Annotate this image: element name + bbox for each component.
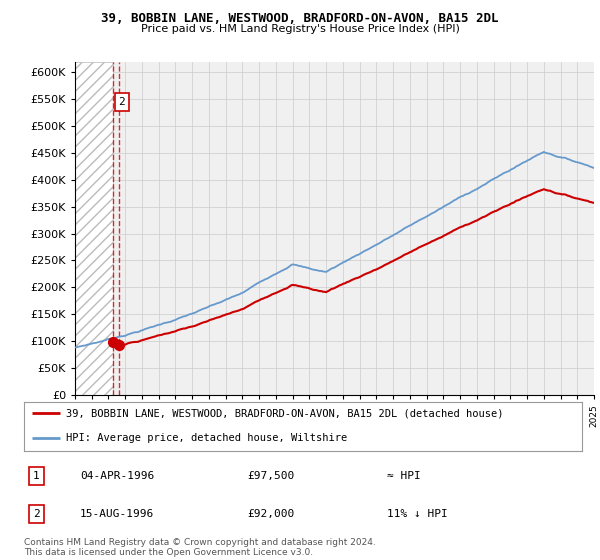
Text: 11% ↓ HPI: 11% ↓ HPI (387, 509, 448, 519)
Text: 1: 1 (33, 471, 40, 481)
Text: 2: 2 (119, 97, 125, 107)
Bar (75, 62, 113, 395)
Point (114, 341, 124, 350)
Text: Contains HM Land Registry data © Crown copyright and database right 2024.
This d: Contains HM Land Registry data © Crown c… (24, 538, 376, 557)
Point (108, 338, 118, 347)
Text: 39, BOBBIN LANE, WESTWOOD, BRADFORD-ON-AVON, BA15 2DL (detached house): 39, BOBBIN LANE, WESTWOOD, BRADFORD-ON-A… (66, 408, 503, 418)
Text: ≈ HPI: ≈ HPI (387, 471, 421, 481)
Text: £97,500: £97,500 (247, 471, 295, 481)
Text: £92,000: £92,000 (247, 509, 295, 519)
Text: 2: 2 (33, 509, 40, 519)
Text: 15-AUG-1996: 15-AUG-1996 (80, 509, 154, 519)
Text: 39, BOBBIN LANE, WESTWOOD, BRADFORD-ON-AVON, BA15 2DL: 39, BOBBIN LANE, WESTWOOD, BRADFORD-ON-A… (101, 12, 499, 25)
Text: HPI: Average price, detached house, Wiltshire: HPI: Average price, detached house, Wilt… (66, 433, 347, 443)
Text: Price paid vs. HM Land Registry's House Price Index (HPI): Price paid vs. HM Land Registry's House … (140, 24, 460, 34)
Text: 04-APR-1996: 04-APR-1996 (80, 471, 154, 481)
